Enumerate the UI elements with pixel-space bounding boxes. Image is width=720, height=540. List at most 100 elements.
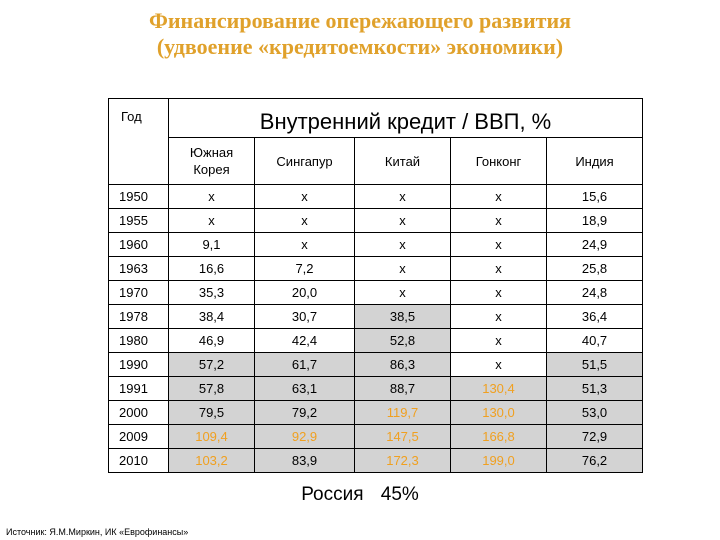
year-cell: 1955	[108, 208, 169, 233]
value-cell: 7,2	[254, 256, 355, 281]
value-cell: 35,3	[168, 280, 255, 305]
value-cell: 147,5	[354, 424, 451, 449]
year-cell: 1980	[108, 328, 169, 353]
credit-gdp-table: Год Внутренний кредит / ВВП, % Южная Коре…	[108, 98, 644, 473]
value-cell: 16,6	[168, 256, 255, 281]
value-cell: х	[450, 280, 547, 305]
year-cell: 1963	[108, 256, 169, 281]
value-cell: 130,0	[450, 400, 547, 425]
value-cell: 86,3	[354, 352, 451, 377]
source-note: Источник: Я.М.Миркин, ИК «Еврофинансы»	[6, 527, 189, 537]
value-cell: х	[354, 208, 451, 233]
value-cell: 52,8	[354, 328, 451, 353]
value-cell: х	[450, 304, 547, 329]
year-cell: 1970	[108, 280, 169, 305]
column-header-hong-kong: Гонконг	[450, 137, 547, 185]
table-row: 1950 х х х х 15,6	[108, 184, 644, 209]
table-body: 1950 х х х х 15,6 1955 х х х х 18,9 1960 9,1 х х х 24,9 19…	[108, 184, 644, 473]
column-header-india: Индия	[545, 137, 644, 185]
value-cell: 130,4	[450, 376, 547, 401]
year-column-header: Год	[108, 98, 169, 185]
title-line-2: (удвоение «кредитоемкости» экономики)	[156, 34, 564, 59]
value-cell: 38,4	[168, 304, 255, 329]
table-row: 1960 9,1 х х х 24,9	[108, 232, 644, 257]
table-row: 2000 79,5 79,2 119,7 130,0 53,0	[108, 400, 644, 425]
value-cell: 42,4	[254, 328, 355, 353]
value-cell: х	[254, 208, 355, 233]
value-cell: 15,6	[545, 184, 644, 209]
value-cell: 103,2	[168, 448, 255, 473]
year-cell: 2009	[108, 424, 169, 449]
value-cell: х	[254, 184, 355, 209]
value-cell: х	[254, 232, 355, 257]
value-cell: х	[450, 352, 547, 377]
value-cell: 30,7	[254, 304, 355, 329]
value-cell: 61,7	[254, 352, 355, 377]
table-row: 1991 57,8 63,1 88,7 130,4 51,3	[108, 376, 644, 401]
page-title: Финансирование опережающего развития (уд…	[0, 8, 720, 60]
value-cell: х	[354, 232, 451, 257]
table-row: 1955 х х х х 18,9	[108, 208, 644, 233]
value-cell: 18,9	[545, 208, 644, 233]
value-cell: 20,0	[254, 280, 355, 305]
value-cell: 46,9	[168, 328, 255, 353]
table-row: 1963 16,6 7,2 х х 25,8	[108, 256, 644, 281]
table-row: 2010 103,2 83,9 172,3 199,0 76,2	[108, 448, 644, 473]
russia-note: Россия 45%	[0, 484, 720, 506]
value-cell: 199,0	[450, 448, 547, 473]
value-cell: 25,8	[545, 256, 644, 281]
value-cell: 9,1	[168, 232, 255, 257]
table-header-row-1: Год Внутренний кредит / ВВП, %	[108, 98, 644, 185]
table-row: 1978 38,4 30,7 38,5 х 36,4	[108, 304, 644, 329]
value-cell: х	[354, 256, 451, 281]
value-cell: х	[450, 232, 547, 257]
russia-value: 45%	[380, 484, 419, 505]
value-cell: х	[168, 208, 255, 233]
table-row: 2009 109,4 92,9 147,5 166,8 72,9	[108, 424, 644, 449]
year-cell: 1990	[108, 352, 169, 377]
title-line-1: Финансирование опережающего развития	[148, 8, 572, 33]
value-cell: 76,2	[545, 448, 644, 473]
column-header-south-korea: Южная Корея	[168, 137, 255, 185]
year-cell: 2000	[108, 400, 169, 425]
value-cell: 40,7	[545, 328, 644, 353]
value-cell: х	[450, 184, 547, 209]
value-cell: 83,9	[254, 448, 355, 473]
value-cell: х	[450, 208, 547, 233]
value-cell: х	[168, 184, 255, 209]
value-cell: 53,0	[545, 400, 644, 425]
value-cell: 72,9	[545, 424, 644, 449]
table-row: 1970 35,3 20,0 х х 24,8	[108, 280, 644, 305]
value-cell: 88,7	[354, 376, 451, 401]
value-cell: 79,5	[168, 400, 255, 425]
value-cell: 24,9	[545, 232, 644, 257]
main-table-header: Внутренний кредит / ВВП, %	[167, 98, 644, 138]
value-cell: 38,5	[354, 304, 451, 329]
value-cell: 51,5	[545, 352, 644, 377]
value-cell: 57,8	[168, 376, 255, 401]
value-cell: 79,2	[254, 400, 355, 425]
russia-label: Россия	[301, 484, 364, 505]
column-header-singapore: Сингапур	[254, 137, 355, 185]
year-cell: 1991	[108, 376, 169, 401]
value-cell: 57,2	[168, 352, 255, 377]
year-cell: 1960	[108, 232, 169, 257]
value-cell: 119,7	[354, 400, 451, 425]
value-cell: х	[450, 256, 547, 281]
year-cell: 1978	[108, 304, 169, 329]
value-cell: х	[450, 328, 547, 353]
table-row: 1990 57,2 61,7 86,3 х 51,5	[108, 352, 644, 377]
value-cell: 109,4	[168, 424, 255, 449]
table-row: 1980 46,9 42,4 52,8 х 40,7	[108, 328, 644, 353]
year-cell: 2010	[108, 448, 169, 473]
column-header-china: Китай	[354, 137, 451, 185]
value-cell: 63,1	[254, 376, 355, 401]
value-cell: х	[354, 184, 451, 209]
value-cell: 92,9	[254, 424, 355, 449]
year-cell: 1950	[108, 184, 169, 209]
value-cell: х	[354, 280, 451, 305]
value-cell: 166,8	[450, 424, 547, 449]
value-cell: 172,3	[354, 448, 451, 473]
value-cell: 24,8	[545, 280, 644, 305]
value-cell: 51,3	[545, 376, 644, 401]
